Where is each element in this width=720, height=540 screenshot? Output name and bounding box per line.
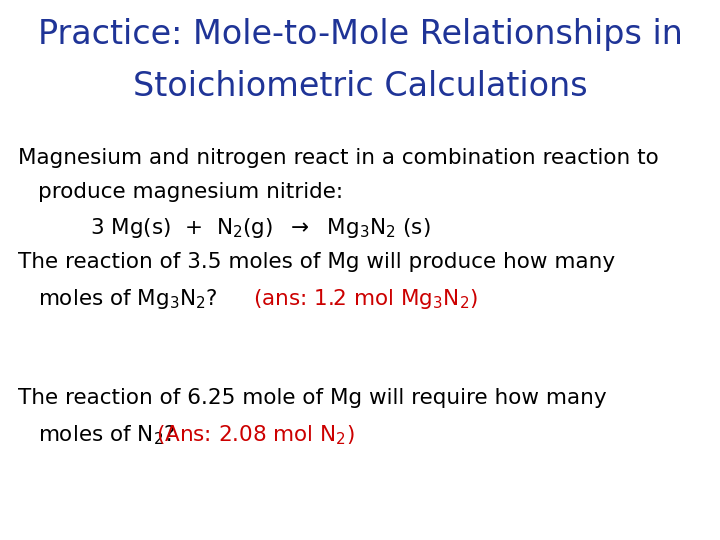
Text: (ans: 1.2 mol Mg$_3$N$_2$): (ans: 1.2 mol Mg$_3$N$_2$) — [253, 287, 478, 311]
Text: 3 Mg(s)  +  N$_2$(g)  $\rightarrow$  Mg$_3$N$_2$ (s): 3 Mg(s) + N$_2$(g) $\rightarrow$ Mg$_3$N… — [90, 216, 431, 240]
Text: The reaction of 6.25 mole of Mg will require how many: The reaction of 6.25 mole of Mg will req… — [18, 388, 607, 408]
Text: Magnesium and nitrogen react in a combination reaction to: Magnesium and nitrogen react in a combin… — [18, 148, 659, 168]
Text: (Ans: 2.08 mol N$_2$): (Ans: 2.08 mol N$_2$) — [156, 423, 355, 447]
Text: moles of N$_2$?: moles of N$_2$? — [38, 423, 177, 447]
Text: produce magnesium nitride:: produce magnesium nitride: — [38, 182, 343, 202]
Text: The reaction of 3.5 moles of Mg will produce how many: The reaction of 3.5 moles of Mg will pro… — [18, 252, 615, 272]
Text: Practice: Mole-to-Mole Relationships in: Practice: Mole-to-Mole Relationships in — [37, 18, 683, 51]
Text: Stoichiometric Calculations: Stoichiometric Calculations — [132, 70, 588, 103]
Text: moles of Mg$_3$N$_2$?: moles of Mg$_3$N$_2$? — [38, 287, 226, 311]
